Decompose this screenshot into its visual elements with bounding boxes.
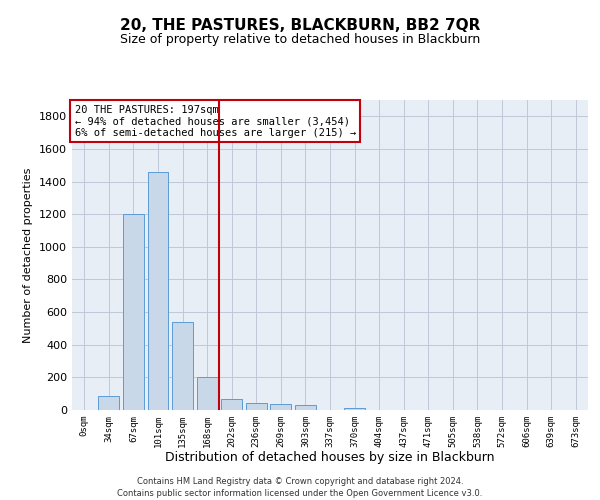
Bar: [344, 408, 365, 410]
Text: 20, THE PASTURES, BLACKBURN, BB2 7QR: 20, THE PASTURES, BLACKBURN, BB2 7QR: [120, 18, 480, 32]
Bar: [98, 396, 119, 410]
Bar: [123, 214, 144, 410]
Text: Contains HM Land Registry data © Crown copyright and database right 2024.
Contai: Contains HM Land Registry data © Crown c…: [118, 477, 482, 498]
Bar: [197, 376, 218, 410]
Bar: [295, 406, 316, 410]
Bar: [246, 402, 267, 410]
Y-axis label: Number of detached properties: Number of detached properties: [23, 168, 34, 342]
Text: 20 THE PASTURES: 197sqm
← 94% of detached houses are smaller (3,454)
6% of semi-: 20 THE PASTURES: 197sqm ← 94% of detache…: [74, 104, 356, 138]
Text: Size of property relative to detached houses in Blackburn: Size of property relative to detached ho…: [120, 32, 480, 46]
Text: Distribution of detached houses by size in Blackburn: Distribution of detached houses by size …: [165, 451, 495, 464]
Bar: [271, 404, 292, 410]
Bar: [221, 399, 242, 410]
Bar: [172, 322, 193, 410]
Bar: [148, 172, 169, 410]
